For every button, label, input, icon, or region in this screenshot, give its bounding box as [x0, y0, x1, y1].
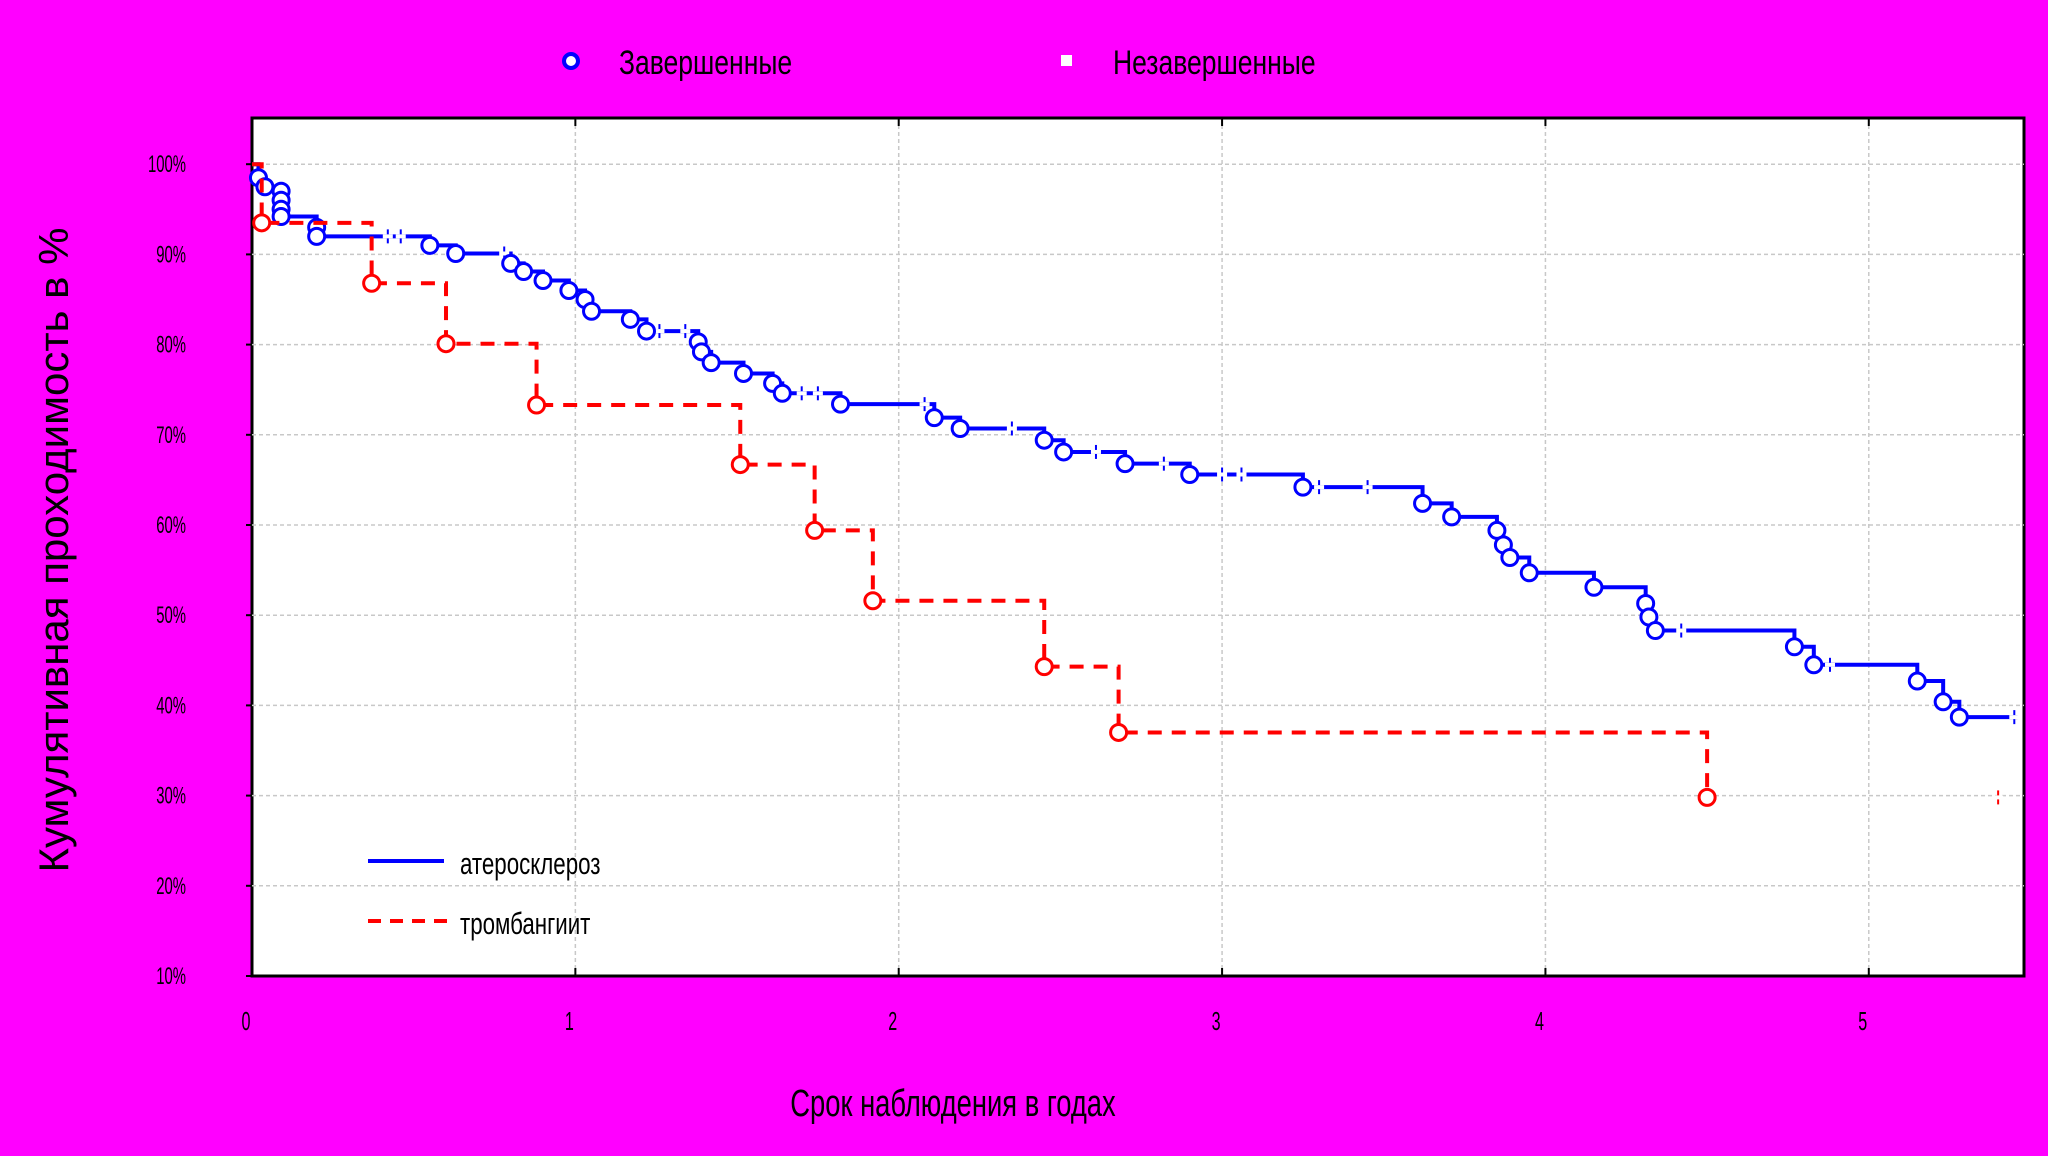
y-tick-label: 50% — [156, 603, 186, 629]
y-tick-label: 30% — [156, 783, 186, 809]
censored-gap — [796, 391, 807, 396]
plot-area — [250, 116, 2026, 978]
event-marker — [446, 243, 466, 263]
event-marker — [1034, 430, 1054, 450]
censored-gap — [919, 402, 930, 407]
event-marker — [1907, 671, 1927, 691]
event-marker — [1949, 707, 1969, 727]
censored-gap — [382, 234, 393, 239]
x-tick-label: 4 — [1535, 1006, 1544, 1036]
event-marker — [1109, 722, 1129, 742]
y-tick-label: 100% — [148, 152, 186, 178]
event-marker — [950, 418, 970, 438]
y-tick-label: 80% — [156, 332, 186, 358]
event-marker — [831, 394, 851, 414]
censored-gap — [1824, 662, 1835, 667]
event-marker — [1933, 692, 1953, 712]
open-circle-icon — [562, 52, 580, 70]
square-icon — [1061, 55, 1072, 66]
event-marker — [734, 363, 754, 383]
event-marker — [514, 262, 534, 282]
axis-ticks: 10% 20% 30% 40% 50% 60% 70% 80% 90% 100% 0 1 2 3 4 5 — [148, 118, 1870, 1036]
event-marker — [436, 334, 456, 354]
censored-gap — [812, 391, 823, 396]
event-marker — [527, 395, 547, 415]
event-marker — [636, 321, 656, 341]
event-marker — [1584, 577, 1604, 597]
x-tick-label: 0 — [242, 1006, 251, 1036]
event-marker — [730, 455, 750, 475]
event-marker — [533, 271, 553, 291]
censored-gap — [1314, 485, 1325, 490]
censored-gap — [1362, 485, 1373, 490]
event-marker — [924, 408, 944, 428]
y-tick-label: 60% — [156, 513, 186, 539]
x-axis-title: Срок наблюдения в годах — [790, 1083, 1116, 1125]
event-marker — [1697, 787, 1717, 807]
censored-gap — [1090, 449, 1101, 454]
event-marker — [701, 353, 721, 373]
event-marker — [805, 520, 825, 540]
event-marker — [1442, 507, 1462, 527]
event-marker — [1293, 477, 1313, 497]
censored-gap — [499, 251, 510, 256]
censored-gap — [395, 234, 406, 239]
censored-gap — [1236, 472, 1247, 477]
event-marker — [1180, 464, 1200, 484]
censored-gap — [1993, 795, 2004, 800]
y-tick-label: 20% — [156, 873, 186, 899]
event-marker — [1034, 657, 1054, 677]
event-marker — [863, 591, 883, 611]
y-tick-label: 70% — [156, 422, 186, 448]
event-marker — [362, 273, 382, 293]
censored-gap — [1006, 426, 1017, 431]
series-line — [252, 162, 1711, 800]
event-marker — [582, 301, 602, 321]
event-marker — [1115, 454, 1135, 474]
legend-label-thrombo: тромбангиит — [460, 906, 590, 940]
grid-lines — [252, 118, 2024, 976]
series-legend: атеросклероз тромбангиит — [368, 846, 601, 941]
censored-gap — [2009, 715, 2020, 720]
series-athero — [248, 162, 2020, 727]
event-marker — [271, 207, 291, 227]
y-axis-title: Кумулятивная проходимость в % — [30, 228, 77, 873]
legend-censored-label: Незавершенные — [1113, 44, 1316, 82]
x-tick-label: 1 — [565, 1006, 574, 1036]
event-marker — [1054, 442, 1074, 462]
y-tick-label: 10% — [156, 964, 186, 990]
censored-gap — [1676, 628, 1687, 633]
censored-gap — [1217, 472, 1228, 477]
censored-gap — [1158, 461, 1169, 466]
event-marker — [620, 309, 640, 329]
event-marker — [252, 213, 272, 233]
event-marker — [559, 280, 579, 300]
legend-completed-label: Завершенные — [619, 44, 792, 82]
event-marker — [1500, 547, 1520, 567]
x-tick-label: 3 — [1212, 1006, 1221, 1036]
legend-label-athero: атеросклероз — [460, 846, 601, 880]
series-thrombo — [252, 162, 2004, 807]
event-marker — [1519, 563, 1539, 583]
event-marker — [772, 383, 792, 403]
y-tick-label: 40% — [156, 693, 186, 719]
event-marker — [307, 226, 327, 246]
censored-gap — [654, 329, 665, 334]
censored-gap — [680, 329, 691, 334]
event-marker — [1784, 637, 1804, 657]
top-legend: Завершенные Незавершенные — [562, 44, 1316, 82]
x-tick-label: 2 — [888, 1006, 897, 1036]
event-marker — [420, 235, 440, 255]
x-tick-label: 5 — [1858, 1006, 1867, 1036]
event-marker — [255, 177, 275, 197]
event-marker — [1645, 621, 1665, 641]
series-layer — [248, 162, 2020, 807]
event-marker — [1413, 493, 1433, 513]
event-marker — [1804, 655, 1824, 675]
y-tick-label: 90% — [156, 242, 186, 268]
